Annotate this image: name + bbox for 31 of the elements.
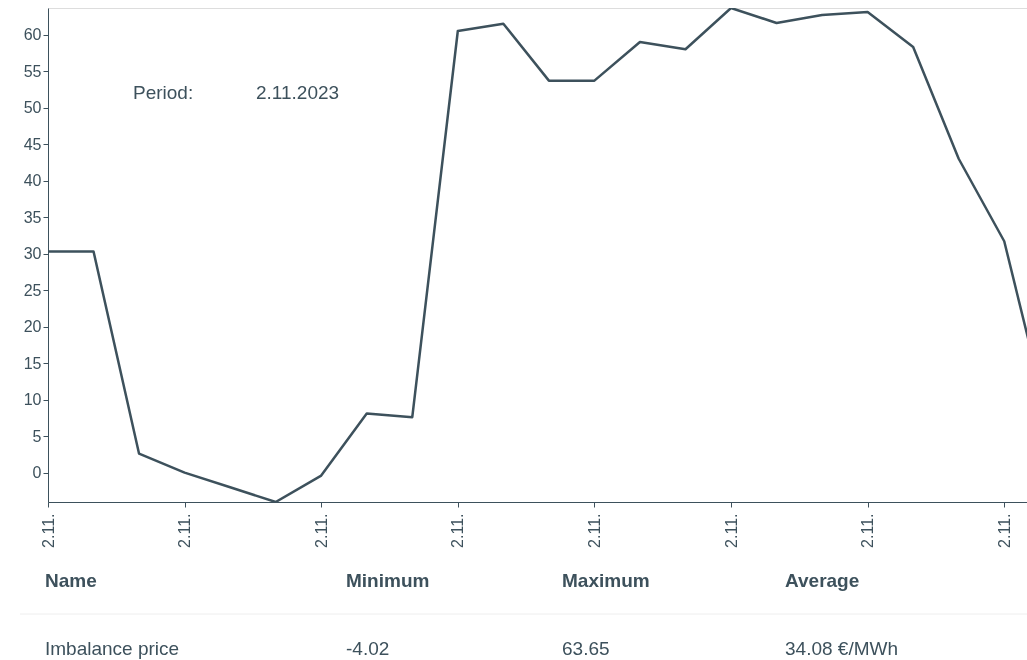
text: Name — [45, 570, 97, 591]
y-tick-label: 0 — [32, 464, 42, 482]
y-tick-label: 25 — [23, 281, 42, 299]
x-tick-label: 2.11. — [722, 513, 740, 548]
text: -4.02 — [346, 638, 390, 659]
y-tick-label: 5 — [32, 427, 42, 445]
y-tick-label: 55 — [23, 62, 42, 80]
y-tick-label: 40 — [23, 172, 42, 190]
text: 34.08 €/MWh — [785, 638, 898, 659]
x-tick-label: 2.11. — [859, 513, 877, 548]
y-tick-label: 50 — [23, 99, 42, 117]
y-tick-label: 15 — [23, 354, 42, 372]
y-tick-label: 45 — [23, 135, 42, 153]
x-tick-label: 2.11. — [995, 513, 1013, 548]
text: Average — [785, 570, 860, 591]
y-tick-label: 10 — [23, 391, 42, 409]
x-tick-label: 2.11. — [176, 513, 194, 548]
text: Maximum — [562, 570, 650, 591]
y-tick-label: 30 — [23, 245, 42, 263]
y-tick-label: 60 — [23, 26, 42, 44]
x-tick-label: 2.11. — [585, 513, 603, 548]
annotation: Period: — [133, 82, 194, 103]
text: Minimum — [346, 570, 430, 591]
x-tick-label: 2.11. — [39, 513, 57, 548]
y-tick-label: 20 — [23, 318, 42, 336]
text: 63.65 — [562, 638, 610, 659]
y-tick-label: 35 — [23, 208, 42, 226]
x-tick-label: 2.11. — [449, 513, 467, 548]
text: Imbalance price — [45, 638, 180, 659]
x-tick-label: 2.11. — [312, 513, 330, 548]
annotation: 2.11.2023 — [256, 82, 340, 103]
